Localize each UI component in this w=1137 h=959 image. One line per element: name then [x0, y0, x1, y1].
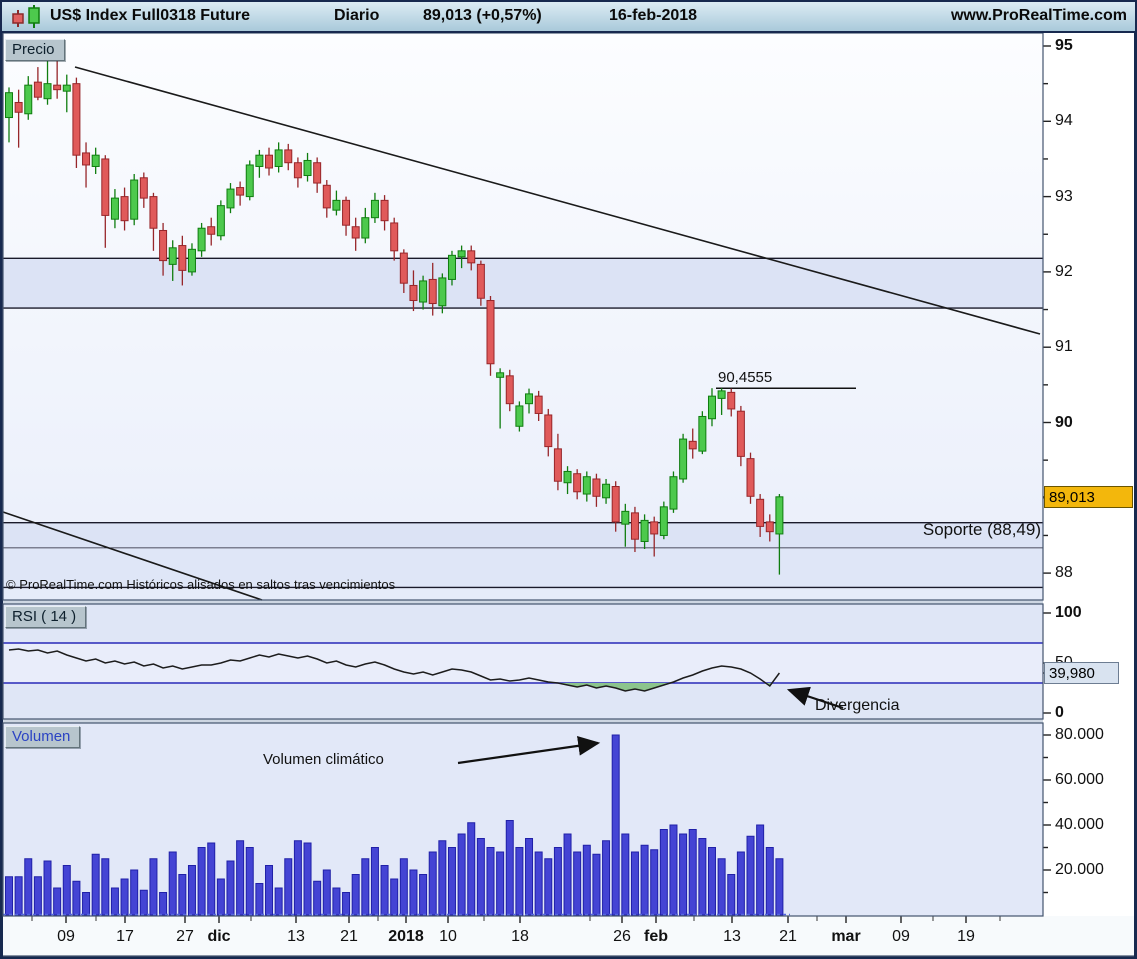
time-axis-label: 18 — [511, 928, 529, 945]
time-axis-label: 19 — [957, 928, 975, 945]
last-price-tag: 89,013 — [1044, 486, 1133, 508]
time-axis-label: mar — [831, 928, 861, 945]
time-axis-label: feb — [644, 928, 668, 945]
instrument-name: US$ Index Full0318 Future — [50, 7, 251, 24]
volume-axis-label: 40.000 — [1055, 816, 1104, 833]
time-axis-label: 26 — [613, 928, 631, 945]
copyright-note: © ProRealTime.com Históricos alisados en… — [6, 577, 396, 592]
price-axis-label: 91 — [1055, 338, 1073, 356]
price-axis-label: 90 — [1055, 413, 1073, 431]
time-axis-label: 17 — [116, 928, 134, 945]
time-axis-label: 09 — [892, 928, 910, 945]
time-axis-label: 27 — [176, 928, 194, 945]
price-axis-label: 95 — [1055, 37, 1073, 54]
resistance-annotation[interactable]: 90,4555 — [718, 369, 773, 386]
price-axis-label: 93 — [1055, 187, 1073, 205]
time-axis-label: 09 — [57, 928, 75, 945]
quote-date: 16-feb-2018 — [609, 7, 698, 24]
rsi-value-tag: 39,980 — [1044, 662, 1119, 684]
timeframe-label: Diario — [334, 7, 380, 24]
time-axis-label: 13 — [723, 928, 741, 945]
volume-panel-label[interactable]: Volumen — [5, 726, 81, 748]
climax-volume-annotation[interactable]: Volumen climático — [263, 751, 384, 768]
title-bar: US$ Index Full0318 Future Diario 89,013 … — [2, 2, 1135, 33]
time-axis-label: dic — [207, 928, 231, 945]
price-axis-label: 94 — [1055, 112, 1073, 130]
website-label: www.ProRealTime.com — [950, 7, 1127, 24]
support-annotation[interactable]: Soporte (88,49) — [922, 520, 1041, 539]
time-axis-label: 21 — [779, 928, 797, 945]
price-axis-label: 88 — [1055, 564, 1073, 582]
price-axis-label: 92 — [1055, 262, 1073, 280]
rsi-axis-label: 100 — [1055, 604, 1082, 621]
price-panel-label[interactable]: Precio — [5, 39, 65, 61]
rsi-panel-label[interactable]: RSI ( 14 ) — [5, 606, 87, 628]
divergence-annotation[interactable]: Divergencia — [815, 697, 900, 714]
volume-axis-label: 60.000 — [1055, 771, 1104, 788]
last-quote: 89,013 (+0,57%) — [423, 7, 542, 24]
time-axis-label: 21 — [340, 928, 358, 945]
candlestick-logo-icon — [9, 4, 45, 35]
rsi-axis-label: 0 — [1055, 704, 1064, 721]
time-axis-label: 2018 — [388, 928, 424, 945]
time-axis-label: 13 — [287, 928, 305, 945]
time-axis-label: 10 — [439, 928, 457, 945]
volume-axis-label: 80.000 — [1055, 726, 1104, 743]
volume-axis-label: 20.000 — [1055, 861, 1104, 878]
